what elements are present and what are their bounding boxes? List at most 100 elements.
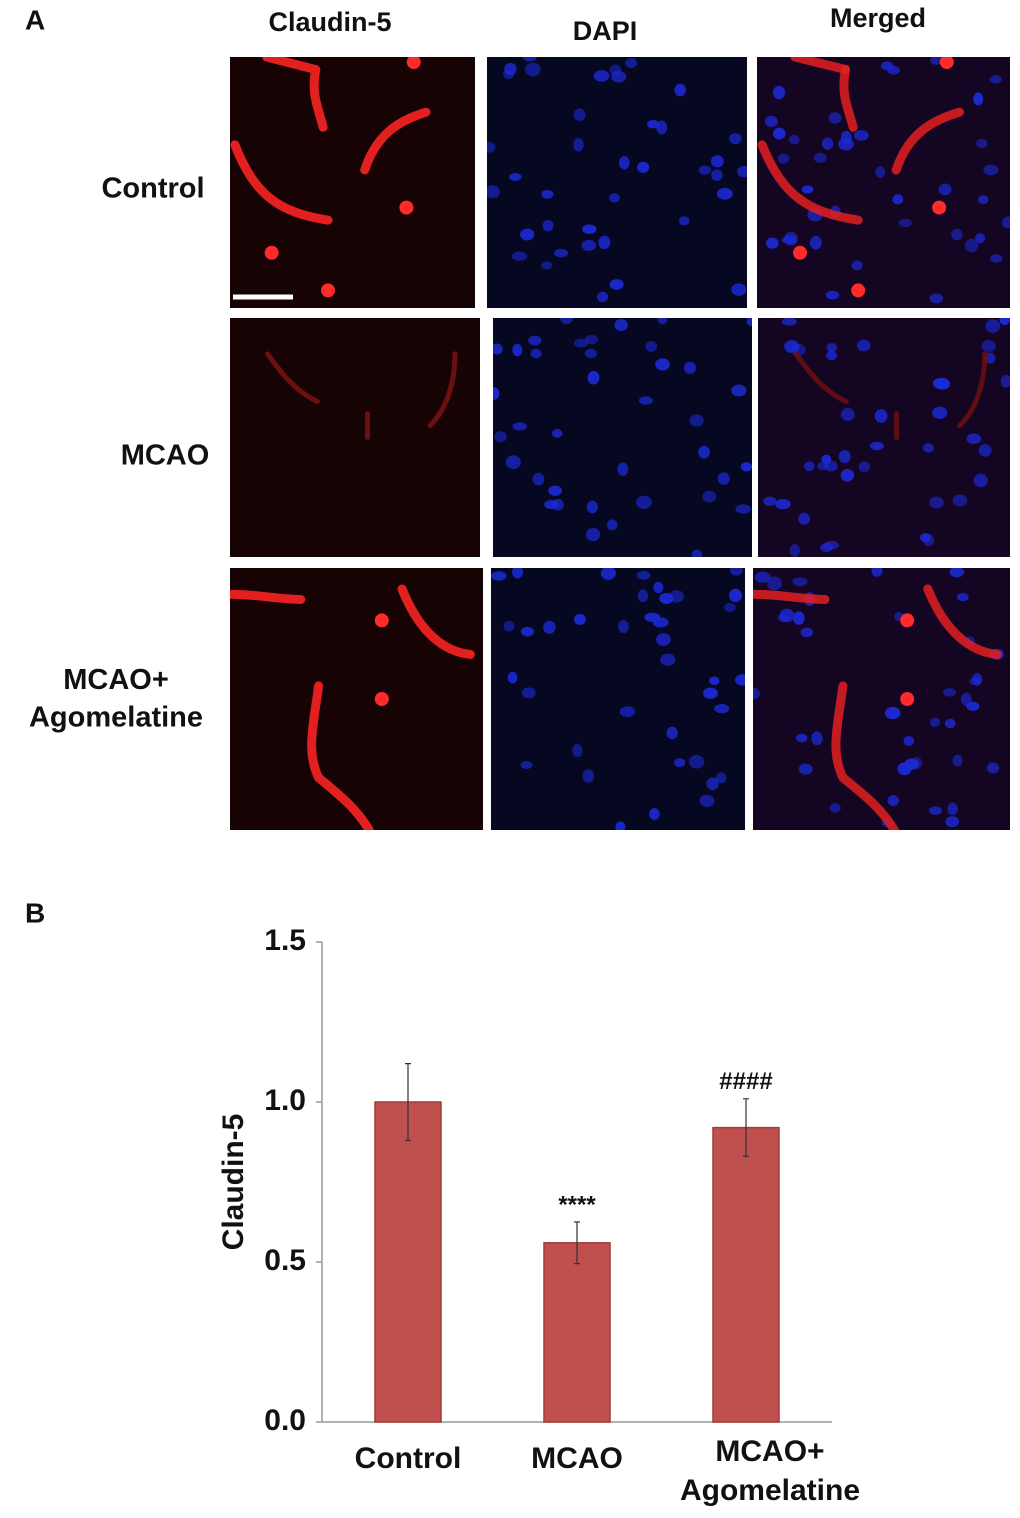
nucleus: [585, 527, 601, 542]
nucleus: [945, 816, 960, 828]
nucleus: [938, 183, 952, 196]
nucleus: [753, 687, 760, 700]
nucleus: [729, 133, 742, 145]
nucleus: [826, 350, 837, 361]
nucleus: [532, 472, 545, 486]
micrograph-bg: [230, 568, 483, 830]
spot: [939, 57, 954, 70]
nucleus: [801, 185, 814, 194]
nucleus: [491, 571, 507, 581]
nucleus: [710, 155, 724, 168]
micrograph-bg: [757, 57, 1010, 308]
nucleus: [975, 138, 988, 149]
column-header: DAPI: [573, 16, 638, 46]
nucleus: [584, 334, 599, 345]
micrograph: [230, 568, 483, 830]
nucleus: [618, 156, 630, 170]
nucleus: [655, 358, 670, 371]
vessel: [960, 354, 985, 426]
nucleus: [874, 409, 888, 423]
nucleus: [730, 568, 743, 576]
nucleus: [930, 57, 942, 65]
nucleus: [875, 166, 886, 178]
nucleus: [731, 384, 747, 397]
nucleus: [596, 291, 609, 303]
nucleus: [892, 194, 904, 205]
nucleus: [714, 703, 730, 714]
nucleus: [817, 461, 829, 471]
nucleus: [493, 386, 500, 400]
nucleus: [552, 429, 563, 438]
nucleus: [840, 407, 855, 422]
nucleus: [553, 248, 568, 258]
spot: [793, 245, 808, 260]
nucleus: [587, 370, 600, 385]
nucleus: [828, 112, 842, 124]
nucleus: [584, 348, 598, 359]
nucleus: [512, 568, 524, 579]
nucleus: [858, 461, 871, 473]
spot: [374, 613, 389, 628]
error-bar: [574, 1221, 580, 1265]
x-tick-label: Control: [355, 1442, 462, 1475]
nucleus: [929, 496, 944, 509]
nucleus: [740, 462, 752, 472]
nucleus: [973, 92, 984, 106]
spot: [851, 283, 866, 298]
vessel: [230, 594, 301, 599]
nucleus: [653, 581, 664, 594]
nucleus: [871, 568, 883, 577]
micrograph: [753, 568, 1010, 830]
nucleus: [698, 445, 710, 459]
nucleus: [615, 821, 626, 830]
nucleus: [966, 701, 980, 711]
nucleus: [754, 571, 771, 583]
nucleus: [765, 237, 779, 249]
nucleus: [734, 674, 745, 686]
nucleus: [606, 519, 618, 531]
nucleus: [975, 233, 986, 244]
spot: [264, 245, 279, 260]
nucleus: [487, 141, 496, 153]
vessels: [268, 354, 456, 438]
nucleus: [956, 592, 969, 602]
nucleus: [923, 533, 935, 547]
spot: [374, 692, 389, 706]
nucleus: [990, 254, 1003, 263]
nucleus: [636, 161, 650, 173]
nucleus: [560, 318, 573, 325]
column-header: Merged: [830, 3, 926, 33]
nucleus: [777, 153, 790, 164]
nucleus: [826, 343, 838, 353]
y-axis-label: Claudin-5: [217, 1114, 250, 1251]
nucleus: [702, 490, 717, 503]
nucleus: [775, 498, 791, 510]
nucleus: [717, 472, 730, 485]
nucleus: [530, 348, 542, 359]
nucleus: [698, 165, 712, 175]
micrograph-bg: [230, 57, 475, 308]
nucleus: [781, 318, 797, 326]
column-header: Claudin-5: [268, 7, 391, 37]
nucleus: [586, 500, 598, 514]
nucleus: [966, 433, 982, 444]
nucleus: [638, 396, 653, 405]
nucleus: [645, 341, 658, 352]
micrograph: [758, 318, 1010, 557]
nucleus: [803, 461, 815, 472]
nucleus: [660, 653, 676, 666]
panel-label: B: [25, 897, 45, 928]
nucleus: [541, 189, 554, 199]
nucleus: [735, 504, 751, 514]
nucleus: [929, 717, 941, 728]
nucleus: [593, 70, 610, 82]
nucleus: [618, 619, 629, 634]
nucleus: [512, 422, 528, 431]
nucleus: [544, 499, 559, 510]
nucleus: [763, 496, 777, 506]
vessel: [928, 589, 997, 655]
vessel: [753, 594, 825, 599]
vessel: [314, 70, 323, 128]
spot: [406, 57, 421, 70]
micrographs: [230, 57, 1010, 830]
